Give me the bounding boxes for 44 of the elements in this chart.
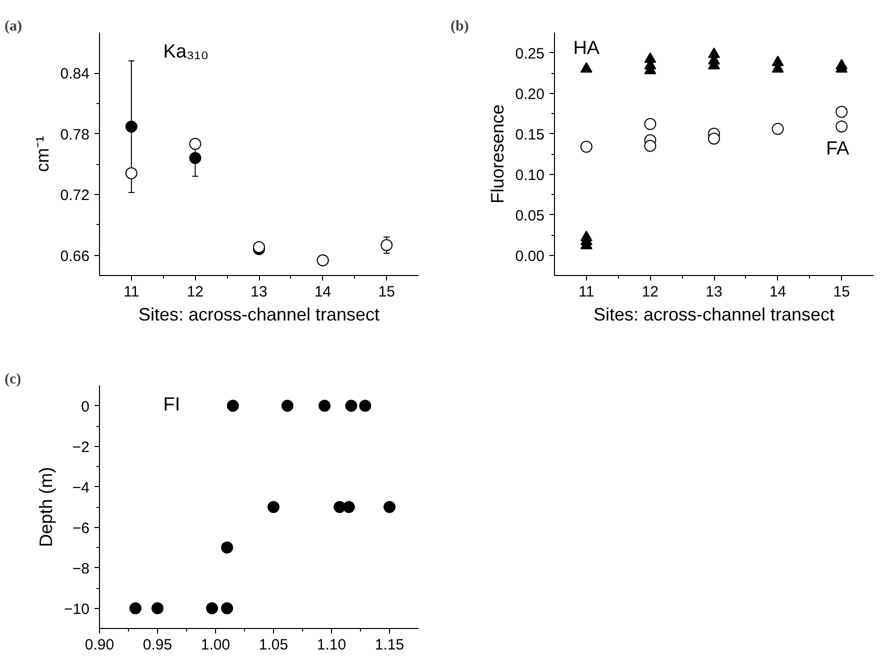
y-tick-label: 0 xyxy=(81,398,90,416)
y-tick-label: 0.72 xyxy=(60,187,90,204)
x-axis-title: Sites: across-channel transect xyxy=(138,304,380,324)
y-axis-title: Depth (m) xyxy=(36,466,56,548)
chart-title: (a) xyxy=(4,18,22,34)
x-tick-label: 15 xyxy=(378,284,395,300)
y-axis-title: cm⁻¹ xyxy=(32,136,52,172)
x-tick-label: 1.05 xyxy=(258,636,288,654)
x-tick-label: 0.95 xyxy=(142,636,172,654)
x-tick-label: 14 xyxy=(314,284,332,300)
x-tick-label: 1.00 xyxy=(200,636,230,654)
y-tick-label: −6 xyxy=(72,520,90,537)
x-tick-label: 11 xyxy=(124,284,140,300)
series-label: HA xyxy=(573,38,600,59)
x-tick-label: 11 xyxy=(578,284,594,300)
annotation: Ka₃₁₀ xyxy=(163,41,209,62)
y-tick-label: 0.15 xyxy=(515,126,545,144)
x-tick-label: 13 xyxy=(250,284,268,300)
y-tick-label: 0.66 xyxy=(60,248,90,265)
chart-title: (b) xyxy=(450,18,469,34)
x-tick-label: 12 xyxy=(642,284,659,300)
x-tick-label: 12 xyxy=(186,284,204,300)
y-tick-label: 0.05 xyxy=(515,207,545,224)
x-tick-label: 14 xyxy=(769,284,786,300)
y-tick-label: 0.00 xyxy=(515,248,545,265)
y-axis-title: Fluoresence xyxy=(487,104,508,204)
y-tick-label: 0.20 xyxy=(515,86,545,103)
x-tick-label: 13 xyxy=(706,284,722,300)
y-tick-label: 0.25 xyxy=(515,45,545,62)
y-tick-label: 0.84 xyxy=(60,66,90,82)
y-tick-label: −4 xyxy=(72,479,90,496)
y-tick-label: −8 xyxy=(72,560,90,578)
y-tick-label: −2 xyxy=(72,438,90,456)
x-tick-label: 0.90 xyxy=(84,636,114,654)
x-tick-label: 1.15 xyxy=(374,636,404,654)
annotation: FI xyxy=(163,394,180,416)
series-label: FA xyxy=(826,138,850,160)
x-tick-label: 15 xyxy=(833,284,850,300)
x-tick-label: 1.10 xyxy=(316,636,346,654)
y-tick-label: 0.78 xyxy=(60,126,90,144)
y-tick-label: −10 xyxy=(64,600,90,618)
y-tick-label: 0.10 xyxy=(515,166,545,184)
chart-title: (c) xyxy=(4,372,22,388)
x-axis-title: Sites: across-channel transect xyxy=(593,304,835,324)
